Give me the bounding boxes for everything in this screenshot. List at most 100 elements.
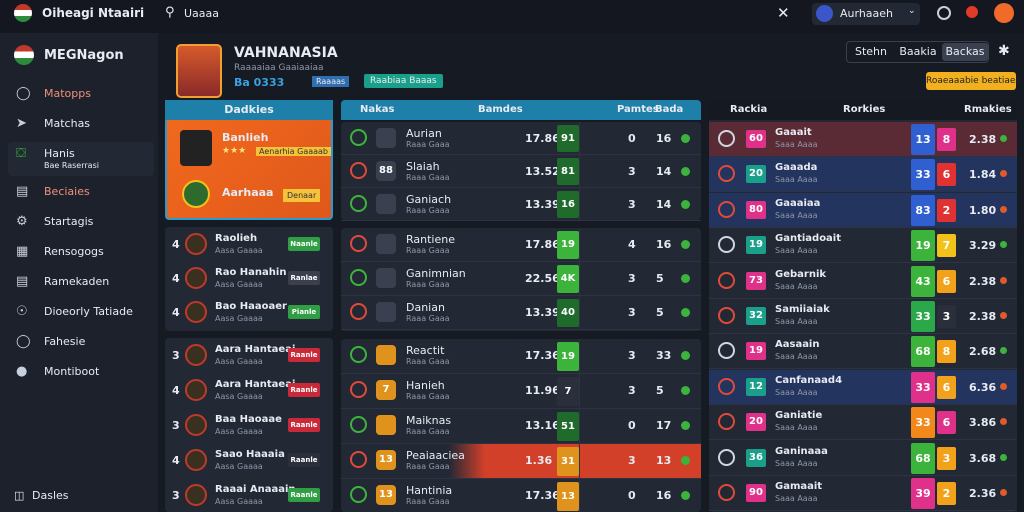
nav-icon[interactable]: ☉: [16, 304, 28, 319]
team-name: Gaaada: [775, 162, 818, 174]
alert[interactable]: [966, 6, 978, 18]
value: 2.38: [969, 133, 997, 146]
clock[interactable]: [937, 6, 951, 20]
profile[interactable]: [994, 3, 1014, 23]
nav-icon[interactable]: ⚙: [16, 214, 28, 229]
player-badge[interactable]: Ranlae: [288, 271, 320, 285]
team-code: [376, 128, 396, 148]
player-stats: Ba 0333: [234, 76, 285, 89]
nav-item[interactable]: Matchas: [44, 117, 91, 130]
row-line: [341, 329, 701, 330]
team-sub: Raaa Gaaa: [406, 497, 450, 506]
team-name: Maiknas: [406, 414, 452, 427]
team-sub: Raaa Gaaa: [406, 314, 450, 323]
nav-icon[interactable]: ▤: [16, 184, 29, 199]
team-icon: [718, 307, 735, 324]
value-a: 3: [628, 198, 636, 211]
featured-button[interactable]: Denaar: [283, 189, 321, 202]
tabs: [846, 41, 989, 63]
stat: 31: [557, 447, 579, 476]
nav-item[interactable]: Ramekaden: [44, 275, 110, 288]
team-sub: Raaa Gaaa: [406, 206, 450, 215]
nav-item[interactable]: Beciaies: [44, 185, 90, 198]
caret[interactable]: ⌄: [908, 6, 916, 16]
player-sub: Aasa Gaaaa: [215, 357, 263, 366]
team-code: 32: [746, 307, 766, 325]
search-icon[interactable]: ⚲: [165, 5, 175, 20]
status-dot: [1000, 205, 1007, 213]
column-header: Nakas: [360, 104, 395, 115]
team-sub: Saaa Aaaa: [775, 458, 818, 468]
stat-bg: [579, 228, 580, 262]
column-header: Rorkies: [843, 104, 886, 115]
nav-item[interactable]: Hanis: [44, 147, 75, 160]
sidebar-footer[interactable]: Dasles: [32, 489, 69, 502]
status-dot: [1000, 418, 1007, 426]
team-name: Hantinia: [406, 484, 453, 497]
footer-icon[interactable]: ◫: [14, 489, 25, 502]
nav-icon[interactable]: ◯: [16, 334, 31, 349]
search[interactable]: Uaaaa: [184, 7, 220, 20]
row-line: [709, 226, 1017, 228]
team-icon: [718, 130, 735, 147]
nav-item[interactable]: Fahesie: [44, 335, 86, 348]
nav-icon[interactable]: ◯: [16, 86, 31, 101]
odds: 1.36: [525, 454, 553, 467]
close[interactable]: ✕: [777, 4, 790, 22]
rank: 4: [172, 454, 180, 467]
tab[interactable]: Baakia: [899, 45, 937, 58]
action-button[interactable]: Roaeaaabie beatiaes: [926, 72, 1020, 90]
team-code: 80: [746, 200, 766, 219]
featured-sub: Aenarhia Gaaaab: [256, 147, 331, 156]
row-line: [709, 333, 1017, 334]
stat: 81: [557, 158, 579, 185]
row-line: [341, 408, 701, 409]
nav-icon[interactable]: ⛋: [16, 146, 26, 161]
value: 2.36: [969, 487, 997, 500]
nav-item[interactable]: Startagis: [44, 215, 94, 228]
player-sub: Aasa Gaaaa: [215, 246, 263, 255]
middle-header: [341, 100, 701, 120]
player-badge[interactable]: Raanle: [288, 488, 320, 502]
player-badge[interactable]: Raanle: [288, 453, 320, 467]
nav-item[interactable]: Dioeorly Tatiade: [44, 305, 133, 318]
player-badge[interactable]: Pianle: [288, 305, 320, 319]
tab[interactable]: Stehn: [854, 45, 887, 58]
stat-bg: [579, 444, 580, 479]
player-avatar: [185, 267, 207, 289]
nav-item[interactable]: Rensogogs: [44, 245, 104, 258]
team-code: 60: [746, 130, 766, 148]
rank-2: 2: [937, 482, 956, 505]
nav-icon[interactable]: ●: [16, 364, 28, 379]
nav-item[interactable]: Montiboot: [44, 365, 100, 378]
nav-item[interactable]: Matopps: [44, 87, 91, 100]
player-badge[interactable]: Naanle: [288, 237, 320, 251]
featured-rating: ★★★: [222, 146, 247, 156]
team-name: Aurian: [406, 127, 442, 140]
team-code: 19: [746, 236, 766, 255]
nav-icon[interactable]: ▦: [16, 244, 29, 259]
player-photo: [176, 44, 222, 98]
row-line: [341, 220, 701, 221]
rank-1: 83: [911, 194, 935, 226]
status-dot: [681, 456, 690, 465]
row-line: [709, 297, 1017, 299]
nav-icon[interactable]: ▤: [16, 274, 29, 289]
avatar: [816, 5, 833, 22]
player-badge[interactable]: Raanle: [288, 418, 320, 432]
rank-1: 19: [911, 230, 935, 262]
settings[interactable]: ✱: [998, 43, 1010, 59]
stat-bg: [579, 409, 580, 444]
team-icon: [350, 269, 367, 286]
odds: 17.36: [525, 489, 560, 502]
nav-icon[interactable]: ➤: [16, 116, 27, 131]
user-menu[interactable]: [812, 3, 920, 25]
team-sub: Saaa Aaaa: [775, 494, 818, 503]
player-badge[interactable]: Raanle: [288, 348, 320, 362]
team-name: Aasaain: [775, 339, 820, 351]
tab[interactable]: Backas: [942, 43, 988, 61]
status-dot: [1000, 170, 1007, 178]
rank: 3: [172, 489, 180, 502]
tag: Raaaas: [312, 76, 350, 87]
player-badge[interactable]: Raanle: [288, 383, 320, 397]
